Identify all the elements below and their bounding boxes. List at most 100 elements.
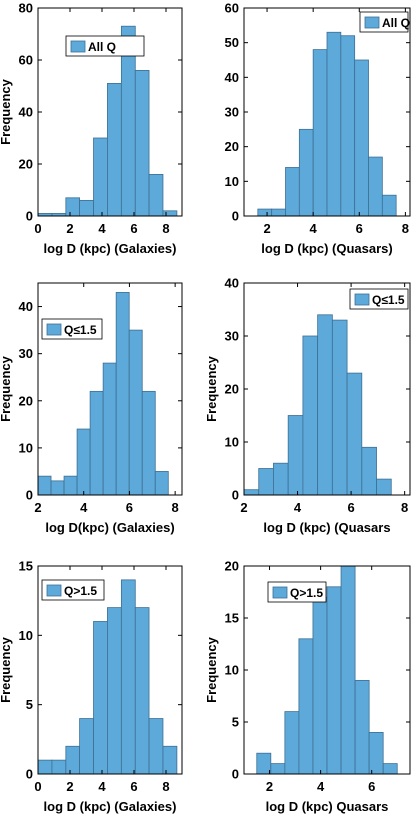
histogram-bar xyxy=(115,292,130,496)
axes-frame xyxy=(37,565,183,775)
histogram-bar xyxy=(354,680,370,775)
x-tick-label: 0 xyxy=(34,221,41,236)
y-tick-label: 40 xyxy=(225,70,239,85)
legend-swatch xyxy=(272,586,288,599)
histogram-bar xyxy=(284,711,300,775)
legend-swatch xyxy=(46,584,62,597)
histogram-bar xyxy=(107,607,122,775)
histogram-bar xyxy=(382,763,398,775)
y-tick-label: 0 xyxy=(26,767,33,782)
x-tick-label: 6 xyxy=(356,221,363,236)
legend-box xyxy=(65,35,145,57)
histogram-bar xyxy=(285,167,300,217)
histogram-bar xyxy=(354,59,369,217)
histogram-bar xyxy=(79,199,94,217)
histogram-bar xyxy=(65,197,80,217)
y-tick-label: 20 xyxy=(225,382,239,397)
histogram-bar xyxy=(381,194,397,217)
histogram-bar xyxy=(141,390,156,496)
histogram-bar xyxy=(65,745,80,775)
histogram-bar xyxy=(340,565,356,775)
x-axis-label: log D(kpc) (Galaxies) xyxy=(45,520,174,535)
x-tick-label: 6 xyxy=(130,779,137,794)
histogram-bar xyxy=(287,415,304,496)
histogram-bar xyxy=(368,732,384,775)
histogram-bar xyxy=(258,468,274,496)
histogram-bar xyxy=(76,428,91,496)
histogram-bar xyxy=(37,759,53,775)
legend-label: All Q xyxy=(382,16,410,30)
x-axis-label: log D (kpc) (Quasars) xyxy=(261,241,392,256)
histogram-bar xyxy=(317,314,333,496)
chart-panel-2: 0 10 20 30 40 50 60 2 4 6 8 log D (kpc) (Quasars) Al… xyxy=(225,1,411,256)
x-tick-label: 6 xyxy=(126,500,133,515)
y-tick-label: 40 xyxy=(225,276,239,291)
y-tick-label: 5 xyxy=(26,697,33,712)
x-tick-label: 4 xyxy=(310,221,318,236)
histogram-bar xyxy=(302,335,319,496)
histogram-bar xyxy=(312,49,328,217)
histogram-bar xyxy=(257,208,273,217)
x-tick-label: 0 xyxy=(34,779,41,794)
y-tick-label: 10 xyxy=(225,174,239,189)
x-tick-label: 2 xyxy=(66,779,73,794)
histogram-bar xyxy=(63,475,78,496)
histogram-bar xyxy=(93,137,108,217)
legend-swatch xyxy=(46,323,62,336)
histogram-bar xyxy=(340,35,356,217)
histogram-bar xyxy=(154,471,169,496)
y-tick-label: 60 xyxy=(225,1,239,16)
histogram-bar xyxy=(37,475,52,496)
y-tick-label: 15 xyxy=(19,559,33,574)
legend-label: Q≤1.5 xyxy=(372,293,405,307)
y-tick-label: 10 xyxy=(19,440,33,455)
y-tick-label: 0 xyxy=(232,488,239,503)
histogram-bar xyxy=(346,372,363,496)
x-tick-label: 6 xyxy=(130,221,137,236)
histogram-bar xyxy=(120,579,136,775)
histogram-bar xyxy=(93,621,108,775)
histogram-bar xyxy=(162,745,178,775)
histogram-bar xyxy=(270,763,286,775)
legend-label: All Q xyxy=(88,40,116,54)
histogram-bar xyxy=(79,718,94,775)
x-tick-label: 8 xyxy=(402,221,409,236)
y-axis-label: Frequency xyxy=(204,636,219,703)
x-axis-label: log D (kpc) (Quasars xyxy=(263,520,390,535)
legend-swatch xyxy=(364,16,380,29)
x-tick-label: 8 xyxy=(401,500,408,515)
legend-swatch xyxy=(70,40,86,53)
y-axis-label: Frequency xyxy=(204,355,219,422)
y-tick-label: 40 xyxy=(19,105,33,120)
y-tick-label: 40 xyxy=(19,299,33,314)
x-axis-label: log D (kpc) (Galaxies) xyxy=(44,241,177,256)
x-tick-label: 8 xyxy=(172,500,179,515)
histogram-bar xyxy=(162,210,178,217)
chart-panel-6: 0 5 10 15 20 2 4 6 log D (kpc) Quasars Frequency Q… xyxy=(204,559,411,814)
chart-panel-5: 0 5 10 15 0 2 4 6 8 log D (kpc) (Galaxies) Frequen… xyxy=(0,559,183,814)
y-tick-label: 0 xyxy=(26,488,33,503)
y-tick-label: 0 xyxy=(26,209,33,224)
histogram-bar xyxy=(298,128,314,217)
histogram-bar xyxy=(326,586,342,775)
histogram-bar xyxy=(361,446,377,496)
histogram-bar xyxy=(271,208,286,217)
y-tick-label: 20 xyxy=(19,393,33,408)
histogram-bar xyxy=(243,489,260,496)
x-tick-label: 4 xyxy=(294,500,302,515)
histogram-bar xyxy=(102,362,117,496)
histogram-bar xyxy=(331,319,348,496)
histogram-bar xyxy=(376,478,392,496)
axes-frame xyxy=(37,282,183,496)
histogram-bar xyxy=(134,70,150,217)
y-axis-label: Frequency xyxy=(0,78,13,145)
y-tick-label: 5 xyxy=(232,715,239,730)
y-tick-label: 20 xyxy=(225,139,239,154)
y-tick-label: 10 xyxy=(225,435,239,450)
chart-panel-4: 0 10 20 30 40 2 4 6 8 log D (kpc) (Quasars Frequen… xyxy=(204,276,411,535)
histogram-bar xyxy=(326,31,342,217)
y-axis-label: Frequency xyxy=(0,636,13,703)
chart-panel-3: 0 10 20 30 40 2 4 6 8 log D(kpc) (Galaxies) Freque… xyxy=(0,282,183,535)
x-tick-label: 2 xyxy=(240,500,247,515)
